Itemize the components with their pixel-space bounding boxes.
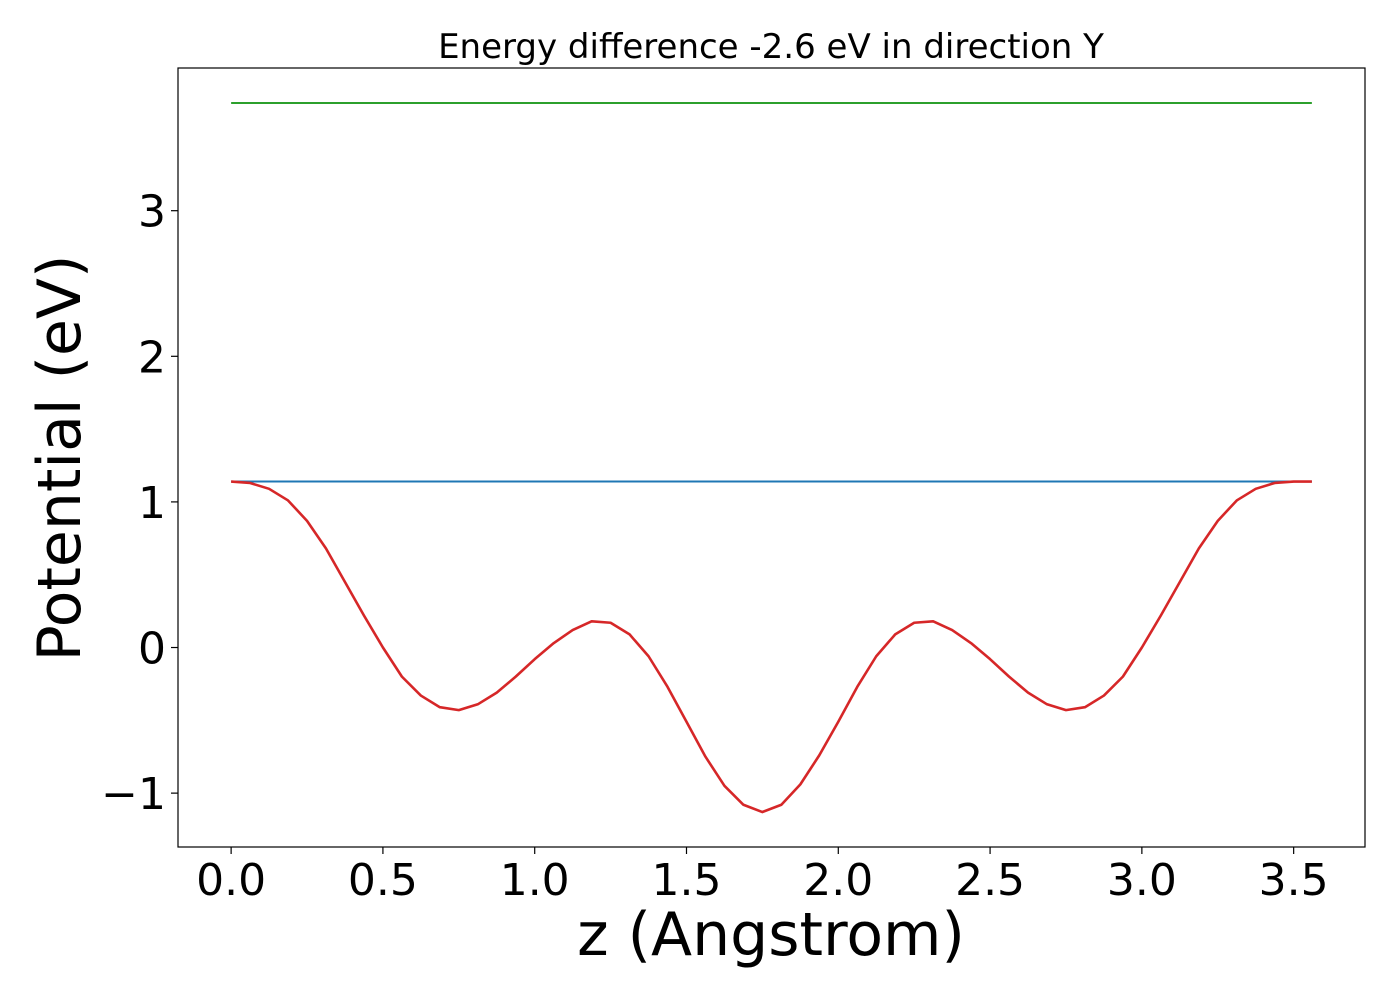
chart-title: Energy difference -2.6 eV in direction Y	[438, 27, 1104, 67]
x-tick-label: 2.5	[955, 855, 1025, 906]
x-tick-label: 2.0	[803, 855, 873, 906]
y-tick-label: 2	[138, 332, 166, 383]
y-tick-label: 3	[138, 187, 166, 238]
y-axis-label: Potential (eV)	[25, 255, 95, 662]
x-axis: 0.0 0.5 1.0 1.5 2.0 2.5 3.0 3.5	[196, 847, 1329, 906]
x-tick-label: 0.0	[196, 855, 266, 906]
x-tick-label: 1.0	[500, 855, 570, 906]
x-axis-label: z (Angstrom)	[577, 900, 965, 970]
series-potential-curve	[231, 480, 1312, 814]
x-tick-label: 1.5	[652, 855, 722, 906]
plot-area	[231, 101, 1312, 814]
x-tick-label: 3.5	[1259, 855, 1329, 906]
x-tick-label: 3.0	[1107, 855, 1177, 906]
y-tick-label: 1	[138, 478, 166, 529]
y-tick-label: −1	[101, 769, 166, 820]
y-axis: −1 0 1 2 3	[101, 187, 178, 820]
x-tick-label: 0.5	[348, 855, 418, 906]
axes-frame	[177, 67, 1366, 848]
y-tick-label: 0	[138, 624, 166, 675]
